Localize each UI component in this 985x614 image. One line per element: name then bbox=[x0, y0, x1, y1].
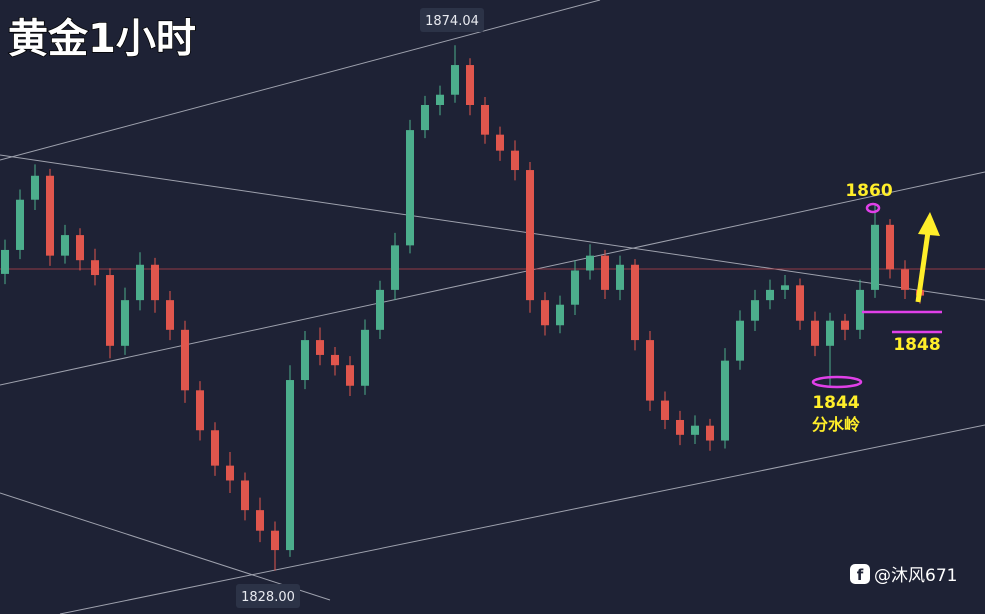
candle-body bbox=[406, 130, 414, 246]
candle-body bbox=[466, 65, 474, 105]
candle-body bbox=[571, 270, 579, 305]
candle-body bbox=[901, 269, 909, 290]
candle-body bbox=[346, 365, 354, 386]
logo-glyph: f bbox=[857, 566, 864, 584]
candle-body bbox=[271, 530, 279, 551]
candle-body bbox=[91, 260, 99, 276]
candle-body bbox=[106, 275, 114, 346]
candle-body bbox=[541, 300, 549, 326]
candle-body bbox=[526, 170, 534, 301]
candle-body bbox=[676, 419, 684, 435]
candle-body bbox=[451, 65, 459, 95]
candle-body bbox=[181, 329, 189, 391]
candle-body bbox=[316, 340, 324, 355]
candle-body bbox=[706, 425, 714, 441]
candle-body bbox=[436, 94, 444, 105]
candle-body bbox=[826, 320, 834, 346]
chart-title: 黄金1小时 bbox=[8, 16, 196, 62]
candle-body bbox=[46, 175, 54, 256]
candle-body bbox=[751, 300, 759, 321]
candle-body bbox=[886, 224, 894, 270]
candle-body bbox=[871, 224, 879, 290]
candle-body bbox=[301, 340, 309, 381]
high-label-box bbox=[420, 8, 484, 32]
candles bbox=[1, 45, 924, 571]
candle-body bbox=[256, 510, 264, 531]
candle-body bbox=[646, 340, 654, 401]
candle-body bbox=[121, 300, 129, 346]
candle-body bbox=[796, 285, 804, 321]
candle-body bbox=[376, 289, 384, 330]
candle-body bbox=[811, 320, 819, 346]
ellipse-1860 bbox=[865, 202, 881, 214]
ellipse-1844 bbox=[811, 375, 863, 389]
arrow-shaft bbox=[915, 231, 931, 303]
annotation: 1844 bbox=[812, 393, 859, 413]
candle-body bbox=[691, 425, 699, 435]
candle-body bbox=[781, 285, 789, 290]
candle-body bbox=[856, 289, 864, 330]
candle-body bbox=[586, 255, 594, 271]
annotation: 分水岭 bbox=[812, 415, 860, 434]
candle-body bbox=[61, 235, 69, 256]
candle-body bbox=[16, 199, 24, 250]
candle-body bbox=[511, 150, 519, 171]
candle-body bbox=[1, 249, 9, 274]
annotation: 1848 bbox=[893, 335, 940, 355]
candle-body bbox=[76, 235, 84, 261]
candle-body bbox=[496, 134, 504, 151]
candle-body bbox=[721, 360, 729, 441]
candle-body bbox=[286, 380, 294, 551]
high-label: 1874.04 bbox=[425, 14, 479, 29]
candle-body bbox=[331, 354, 339, 366]
candle-body bbox=[391, 245, 399, 290]
candle-body bbox=[421, 104, 429, 131]
candle-body bbox=[631, 264, 639, 341]
candle-body bbox=[31, 175, 39, 200]
low-label-box bbox=[236, 584, 300, 608]
candle-body bbox=[841, 320, 849, 330]
candle-body bbox=[736, 320, 744, 361]
arrow-head bbox=[918, 212, 940, 236]
candle-body bbox=[241, 480, 249, 511]
candle-body bbox=[136, 264, 144, 301]
annotations: 1860 1848 1844 分水岭 bbox=[811, 181, 942, 434]
candle-body bbox=[361, 329, 369, 386]
candle-body bbox=[151, 264, 159, 301]
candle-body bbox=[601, 255, 609, 290]
candle-body bbox=[661, 400, 669, 420]
candle-body bbox=[481, 104, 489, 135]
candle-body bbox=[556, 304, 564, 326]
low-label: 1828.00 bbox=[241, 590, 295, 605]
candle-body bbox=[616, 264, 624, 290]
logo bbox=[850, 564, 870, 584]
watermark: @沐风671 bbox=[874, 566, 957, 586]
candle-body bbox=[226, 465, 234, 481]
candle-body bbox=[766, 289, 774, 301]
annotation: 1860 bbox=[845, 181, 892, 201]
candle-body bbox=[211, 430, 219, 466]
candle-body bbox=[196, 390, 204, 431]
candle-body bbox=[166, 300, 174, 330]
